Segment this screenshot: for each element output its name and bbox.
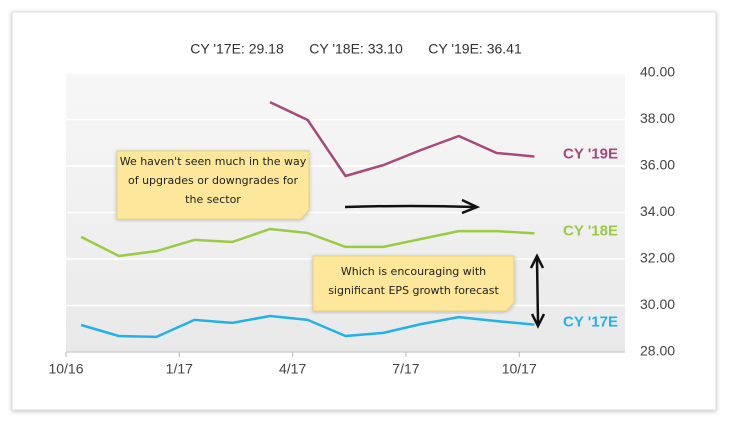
x-tick-label: 4/17 [279, 361, 306, 377]
x-tick-label: 10/17 [502, 361, 537, 377]
series-line [80, 227, 535, 258]
y-tick-label: 32.00 [640, 250, 675, 266]
y-tick-label: 30.00 [640, 296, 675, 312]
series-label: CY '17E [563, 314, 618, 331]
y-tick-label: 36.00 [640, 157, 675, 173]
y-tick-label: 34.00 [640, 203, 675, 219]
x-tick-label: 7/17 [392, 361, 419, 377]
y-tick-label: 38.00 [640, 110, 675, 126]
header-label: CY '19E: 36.41 [428, 41, 522, 57]
header-label: CY '18E: 33.10 [309, 41, 403, 57]
note-text: We haven't seen much in the way of upgra… [119, 155, 307, 206]
y-tick-label: 28.00 [640, 343, 675, 359]
series-label: CY '19E [563, 145, 618, 162]
header-label: CY '17E: 29.18 [190, 41, 284, 57]
x-tick-label: 1/17 [166, 361, 193, 377]
arrows [344, 198, 546, 329]
x-tick-label: 10/16 [48, 361, 83, 377]
series-line [269, 100, 535, 178]
note-1: We haven't seen much in the way of upgra… [116, 150, 310, 220]
y-tick-label: 40.00 [640, 64, 675, 80]
series-line [80, 314, 535, 339]
note-2: Which is encouraging with significant EP… [312, 255, 515, 312]
note-text: Which is encouraging with significant EP… [328, 265, 499, 297]
series-label: CY '18E [563, 222, 618, 239]
